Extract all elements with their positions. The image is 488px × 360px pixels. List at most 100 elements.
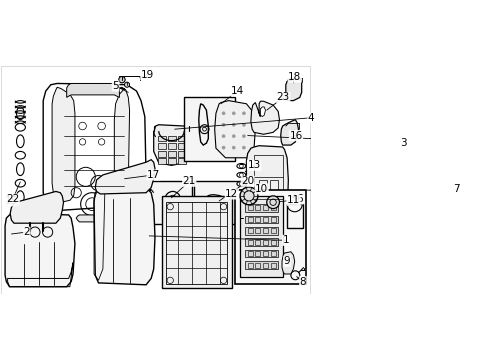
Bar [247, 240, 252, 245]
Polygon shape [282, 252, 294, 274]
Polygon shape [10, 192, 63, 223]
Bar [178, 151, 186, 157]
Bar [167, 136, 176, 141]
Bar [244, 227, 278, 235]
Bar [255, 206, 260, 211]
Text: 3: 3 [399, 138, 406, 148]
Polygon shape [94, 188, 155, 285]
Bar [178, 143, 186, 149]
Bar [157, 158, 165, 164]
Bar [235, 189, 305, 284]
Circle shape [242, 123, 245, 126]
Bar [270, 262, 275, 267]
Polygon shape [95, 160, 155, 194]
Text: 11: 11 [286, 195, 300, 205]
Bar [167, 143, 176, 149]
Bar [263, 251, 267, 256]
Polygon shape [76, 215, 108, 222]
Polygon shape [5, 213, 75, 287]
Bar [240, 196, 283, 277]
Polygon shape [214, 100, 255, 158]
Bar [162, 196, 231, 288]
Bar [255, 251, 260, 256]
Bar [270, 217, 275, 222]
Circle shape [240, 187, 257, 205]
Bar [255, 217, 260, 222]
Bar [255, 228, 260, 233]
Bar [178, 158, 186, 164]
Polygon shape [52, 87, 75, 202]
Bar [270, 240, 275, 245]
Bar [167, 158, 176, 164]
Text: 8: 8 [299, 276, 305, 287]
Bar [244, 250, 278, 257]
Circle shape [232, 123, 235, 126]
Bar [247, 262, 252, 267]
Circle shape [222, 146, 224, 149]
Bar [157, 136, 165, 141]
Text: 12: 12 [225, 189, 238, 199]
Bar [255, 262, 260, 267]
Circle shape [232, 135, 235, 138]
Text: 6: 6 [296, 194, 303, 204]
Circle shape [222, 112, 224, 115]
Polygon shape [250, 101, 279, 134]
Text: 5: 5 [112, 81, 119, 91]
Text: 13: 13 [247, 161, 260, 170]
Bar [157, 151, 165, 157]
Bar [286, 204, 303, 228]
Bar [263, 240, 267, 245]
Bar [193, 181, 244, 224]
Text: 18: 18 [287, 72, 301, 82]
Bar [254, 154, 282, 228]
Polygon shape [260, 107, 265, 117]
Bar [166, 202, 227, 284]
Circle shape [266, 196, 279, 208]
Circle shape [119, 76, 125, 83]
Bar [244, 216, 278, 223]
Bar [255, 240, 260, 245]
Text: 4: 4 [307, 113, 314, 123]
Bar [138, 181, 192, 224]
Circle shape [242, 112, 245, 115]
Text: 22: 22 [6, 194, 20, 204]
Bar [167, 151, 176, 157]
Bar [178, 136, 186, 141]
Circle shape [242, 146, 245, 149]
Text: 19: 19 [141, 69, 154, 80]
Circle shape [222, 135, 224, 138]
Text: 7: 7 [452, 184, 458, 194]
Bar [270, 228, 275, 233]
Bar [263, 206, 267, 211]
Polygon shape [114, 87, 129, 201]
Bar [244, 238, 278, 246]
Text: 10: 10 [255, 184, 268, 194]
Text: 20: 20 [241, 176, 254, 186]
Text: 9: 9 [283, 256, 290, 266]
Text: 16: 16 [289, 131, 302, 140]
Circle shape [124, 82, 129, 87]
Polygon shape [280, 120, 298, 145]
Text: 21: 21 [183, 176, 196, 186]
Circle shape [232, 146, 235, 149]
Text: 23: 23 [276, 93, 289, 103]
Bar [269, 180, 277, 194]
Bar [157, 143, 165, 149]
Bar [247, 228, 252, 233]
Bar [247, 206, 252, 211]
Text: 15: 15 [5, 196, 18, 206]
Circle shape [242, 135, 245, 138]
Bar [263, 262, 267, 267]
Bar [270, 251, 275, 256]
Bar [244, 204, 278, 212]
Polygon shape [153, 125, 189, 165]
Bar [247, 251, 252, 256]
Bar [247, 217, 252, 222]
Bar [270, 206, 275, 211]
Bar [259, 180, 266, 194]
Circle shape [222, 123, 224, 126]
Polygon shape [285, 78, 301, 100]
Bar [263, 217, 267, 222]
Text: 2: 2 [23, 227, 30, 237]
Circle shape [232, 112, 235, 115]
